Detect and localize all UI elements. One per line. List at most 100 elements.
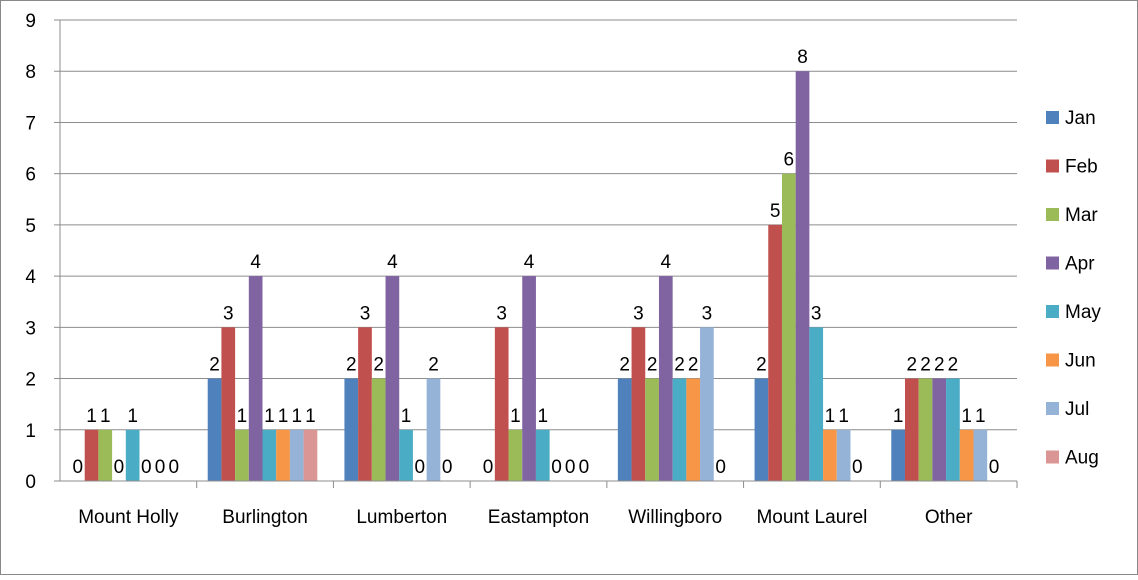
data-label: 0 — [565, 457, 576, 478]
legend-swatch-may — [1046, 305, 1059, 318]
data-label: 4 — [250, 252, 261, 273]
bar-may — [672, 378, 687, 481]
data-label: 0 — [551, 457, 562, 478]
data-label: 0 — [114, 457, 125, 478]
data-label: 1 — [893, 406, 904, 427]
bar-feb — [631, 327, 646, 481]
data-label: 0 — [73, 457, 84, 478]
data-label: 0 — [442, 457, 453, 478]
data-label: 3 — [360, 303, 371, 324]
data-label: 0 — [852, 457, 863, 478]
bar-jun — [686, 378, 701, 481]
legend-label-jan: Jan — [1065, 108, 1096, 129]
y-tick-label: 4 — [25, 267, 36, 288]
data-label: 1 — [305, 406, 316, 427]
bar-mar — [235, 429, 249, 481]
data-label: 4 — [387, 252, 398, 273]
legend-swatch-jul — [1046, 402, 1059, 415]
x-category-label: Mount Laurel — [756, 507, 867, 528]
bar-feb — [221, 327, 236, 481]
data-label: 0 — [715, 457, 726, 478]
data-label: 2 — [920, 355, 931, 376]
data-label: 2 — [647, 355, 658, 376]
bar-feb — [768, 224, 782, 481]
x-category-label: Mount Holly — [78, 507, 179, 528]
bar-may — [946, 378, 960, 481]
data-label: 1 — [86, 406, 97, 427]
data-label: 4 — [661, 252, 672, 273]
data-label: 2 — [948, 355, 959, 376]
legend-label-may: May — [1065, 302, 1101, 323]
legend-swatch-mar — [1046, 208, 1059, 221]
bar-feb — [84, 429, 99, 481]
bar-may — [535, 429, 550, 481]
data-label: 2 — [934, 355, 945, 376]
bar-jan — [617, 378, 632, 481]
bar-jan — [891, 429, 905, 481]
legend-swatch-feb — [1046, 159, 1059, 173]
data-label: 1 — [278, 406, 289, 427]
bar-apr — [795, 71, 810, 481]
bar-jul — [426, 378, 441, 481]
legend-swatch-apr — [1046, 256, 1059, 270]
y-tick-label: 8 — [25, 62, 36, 83]
legend-label-jul: Jul — [1065, 399, 1089, 420]
bar-mar — [645, 378, 659, 481]
data-label: 1 — [291, 406, 302, 427]
bar-jan — [207, 378, 222, 481]
bar-apr — [385, 276, 400, 481]
data-label: 4 — [524, 252, 535, 273]
data-label: 1 — [838, 406, 849, 427]
data-label: 1 — [264, 406, 275, 427]
data-label: 0 — [483, 457, 494, 478]
data-label: 1 — [961, 406, 972, 427]
data-label: 0 — [155, 457, 166, 478]
data-label: 2 — [756, 355, 767, 376]
x-category-label: Willingboro — [628, 507, 722, 528]
legend-label-apr: Apr — [1065, 254, 1095, 275]
data-label: 2 — [428, 355, 439, 376]
bar-jul — [700, 327, 714, 481]
y-tick-label: 1 — [25, 421, 36, 442]
bar-jan — [344, 378, 359, 481]
bar-jun — [823, 429, 837, 481]
data-label: 3 — [223, 303, 234, 324]
y-tick-label: 9 — [25, 11, 36, 32]
legend-label-feb: Feb — [1065, 157, 1098, 178]
x-axis-labels: Mount Holly Burlington Lumberton Eastampton… — [78, 507, 973, 528]
bar-may — [262, 429, 277, 481]
y-tick-label: 5 — [25, 216, 36, 237]
data-label: 3 — [496, 303, 507, 324]
bar-apr — [522, 276, 536, 481]
data-label: 1 — [401, 406, 412, 427]
data-label: 3 — [702, 303, 713, 324]
y-tick-label: 7 — [25, 113, 36, 134]
data-label: 2 — [209, 355, 220, 376]
bar-feb — [904, 378, 919, 481]
bar-apr — [932, 378, 947, 481]
legend-swatch-jan — [1046, 111, 1059, 124]
y-tick-label: 0 — [25, 472, 36, 493]
bar-apr — [248, 276, 263, 481]
data-label: 1 — [510, 406, 521, 427]
bar-aug — [303, 429, 318, 481]
data-label: 6 — [784, 150, 795, 171]
data-label: 2 — [373, 355, 384, 376]
data-label: 0 — [414, 457, 425, 478]
data-label: 8 — [797, 47, 808, 68]
x-category-label: Lumberton — [356, 507, 447, 528]
data-label: 1 — [825, 406, 836, 427]
bar-may — [399, 429, 413, 481]
bar-jul — [289, 429, 304, 481]
data-label: 1 — [100, 406, 111, 427]
bar-mar — [508, 429, 523, 481]
data-label: 2 — [907, 355, 918, 376]
x-category-label: Other — [925, 507, 973, 528]
bars — [84, 71, 988, 481]
bar-jun — [959, 429, 974, 481]
data-label: 2 — [619, 355, 630, 376]
legend-swatch-jun — [1046, 353, 1059, 367]
